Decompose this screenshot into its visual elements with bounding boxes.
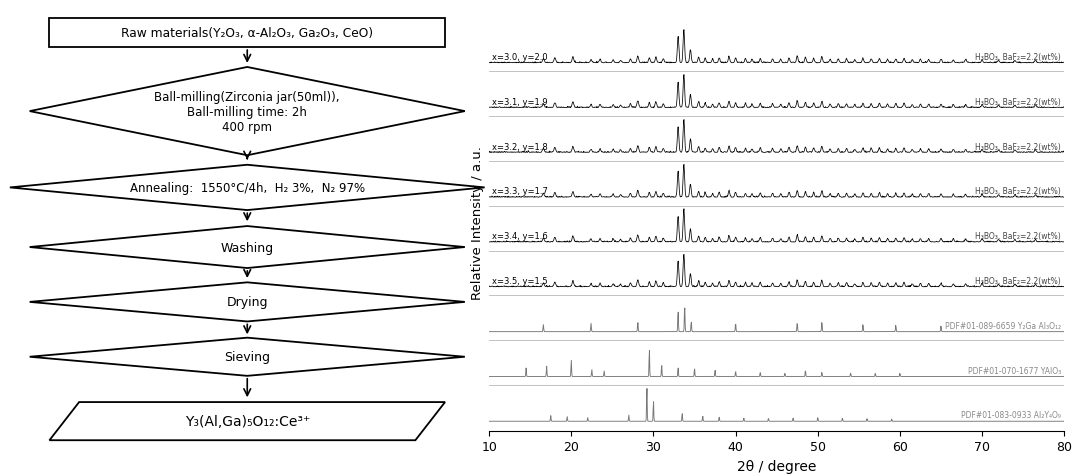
Text: x=3.3, y=1.7: x=3.3, y=1.7: [492, 187, 548, 196]
X-axis label: 2θ / degree: 2θ / degree: [737, 459, 816, 473]
Polygon shape: [10, 166, 485, 210]
Text: H₃BO₃, BaF₂=2.2(wt%): H₃BO₃, BaF₂=2.2(wt%): [975, 98, 1061, 107]
Polygon shape: [30, 338, 464, 376]
Text: PDF#01-089-6659 Y₂Ga Al₃O₁₂: PDF#01-089-6659 Y₂Ga Al₃O₁₂: [945, 321, 1061, 330]
Text: H₃BO₃, BaF₂=2.2(wt%): H₃BO₃, BaF₂=2.2(wt%): [975, 142, 1061, 151]
Text: Washing: Washing: [220, 241, 274, 254]
Y-axis label: Relative Intensity / a.u.: Relative Intensity / a.u.: [471, 146, 484, 299]
Text: H₃BO₃, BaF₂=2.2(wt%): H₃BO₃, BaF₂=2.2(wt%): [975, 232, 1061, 241]
Polygon shape: [30, 68, 464, 156]
Text: PDF#01-083-0933 Al₂Y₄O₉: PDF#01-083-0933 Al₂Y₄O₉: [961, 410, 1061, 419]
Text: Sieving: Sieving: [225, 350, 270, 364]
Text: H₃BO₃, BaF₂=2.2(wt%): H₃BO₃, BaF₂=2.2(wt%): [975, 53, 1061, 62]
Text: H₃BO₃, BaF₂=2.2(wt%): H₃BO₃, BaF₂=2.2(wt%): [975, 187, 1061, 196]
Text: x=3.0, y=2.0: x=3.0, y=2.0: [492, 53, 548, 62]
Text: x=3.4, y=1.6: x=3.4, y=1.6: [492, 232, 548, 241]
Text: Raw materials(Y₂O₃, α-Al₂O₃, Ga₂O₃, CeO): Raw materials(Y₂O₃, α-Al₂O₃, Ga₂O₃, CeO): [121, 27, 373, 40]
Text: x=3.1, y=1.9: x=3.1, y=1.9: [492, 98, 548, 107]
Text: Ball-milling(Zirconia jar(50ml)),
Ball-milling time: 2h
400 rpm: Ball-milling(Zirconia jar(50ml)), Ball-m…: [155, 90, 340, 133]
Bar: [49, 19, 445, 48]
Text: Y₃(Al,Ga)₅O₁₂:Ce³⁺: Y₃(Al,Ga)₅O₁₂:Ce³⁺: [185, 414, 310, 428]
Text: Annealing:  1550°C/4h,  H₂ 3%,  N₂ 97%: Annealing: 1550°C/4h, H₂ 3%, N₂ 97%: [130, 181, 364, 195]
Text: H₃BO₃, BaF₂=2.2(wt%): H₃BO₃, BaF₂=2.2(wt%): [975, 277, 1061, 285]
Text: x=3.2, y=1.8: x=3.2, y=1.8: [492, 142, 548, 151]
Text: Drying: Drying: [227, 296, 268, 309]
Polygon shape: [49, 402, 445, 440]
Text: PDF#01-070-1677 YAlO₃: PDF#01-070-1677 YAlO₃: [968, 366, 1061, 375]
Polygon shape: [30, 227, 464, 268]
Polygon shape: [30, 283, 464, 322]
Text: x=3.5, y=1.5: x=3.5, y=1.5: [492, 277, 548, 285]
